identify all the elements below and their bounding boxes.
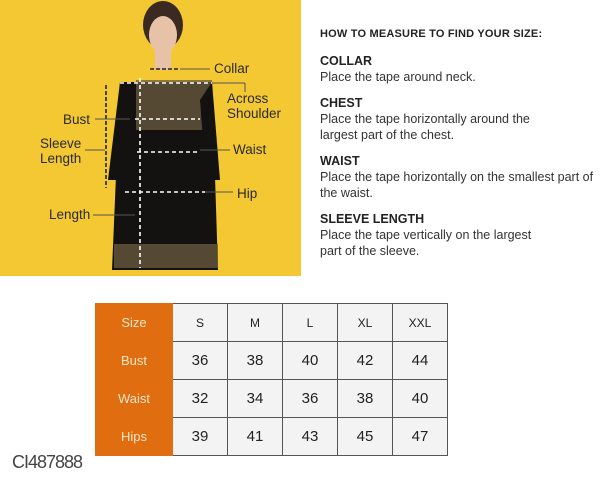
table-cell: XXL	[392, 303, 448, 342]
product-code: CI487888	[12, 452, 83, 472]
guide-section-collar: COLLAR Place the tape around neck.	[320, 53, 600, 85]
model-illustration	[85, 1, 246, 270]
table-cell: 45	[337, 417, 393, 456]
row-header: Size	[95, 303, 173, 342]
waist-label: Waist	[233, 142, 267, 157]
guide-section-chest: CHEST Place the tape horizontally around …	[320, 95, 600, 143]
sleeve-length-label: Sleeve Length	[40, 136, 82, 166]
row-header: Bust	[95, 341, 173, 380]
guide-section-waist: WAIST Place the tape horizontally on the …	[320, 153, 600, 201]
table-row: Bust 36 38 40 42 44	[95, 341, 448, 380]
table-cell: 42	[337, 341, 393, 380]
section-heading: COLLAR	[320, 54, 373, 68]
table-cell: 32	[172, 379, 228, 418]
guide-section-sleeve-length: SLEEVE LENGTH Place the tape vertically o…	[320, 211, 600, 259]
table-cell: 40	[392, 379, 448, 418]
table-cell: XL	[337, 303, 393, 342]
row-header: Hips	[95, 417, 173, 456]
collar-label: Collar	[214, 61, 250, 76]
section-text: Place the tape around neck.	[320, 70, 476, 84]
section-text: Place the tape horizontally around the l…	[320, 112, 530, 142]
row-header: Waist	[95, 379, 173, 418]
table-cell: 44	[392, 341, 448, 380]
table-cell: S	[172, 303, 228, 342]
table-cell: 38	[337, 379, 393, 418]
table-cell: L	[282, 303, 338, 342]
table-cell: 41	[227, 417, 283, 456]
measuring-guide: HOW TO MEASURE TO FIND YOUR SIZE: COLLAR…	[320, 28, 600, 269]
table-cell: 39	[172, 417, 228, 456]
table-cell: 38	[227, 341, 283, 380]
section-heading: WAIST	[320, 154, 360, 168]
table-cell: 36	[282, 379, 338, 418]
section-text: Place the tape horizontally on the small…	[320, 170, 594, 200]
size-chart-table: Size S M L XL XXL Bust 36 38 40 42 44 Waist 32 34 36 38 4…	[95, 303, 448, 456]
across-shoulder-label: Across Shoulder	[227, 91, 282, 121]
section-heading: SLEEVE LENGTH	[320, 212, 425, 226]
section-heading: CHEST	[320, 96, 363, 110]
table-row: Waist 32 34 36 38 40	[95, 379, 448, 418]
table-cell: 43	[282, 417, 338, 456]
table-cell: M	[227, 303, 283, 342]
table-row: Hips 39 41 43 45 47	[95, 417, 448, 456]
table-row: Size S M L XL XXL	[95, 303, 448, 342]
section-text: Place the tape vertically on the largest…	[320, 228, 532, 258]
measurement-figure: Collar Across Shoulder Bust Sleeve Lengt…	[0, 0, 301, 276]
table-cell: 40	[282, 341, 338, 380]
table-cell: 47	[392, 417, 448, 456]
table-cell: 36	[172, 341, 228, 380]
table-cell: 34	[227, 379, 283, 418]
bust-label: Bust	[63, 112, 91, 127]
hip-label: Hip	[237, 186, 258, 201]
guide-title: HOW TO MEASURE TO FIND YOUR SIZE:	[320, 28, 543, 40]
length-label: Length	[49, 207, 91, 222]
